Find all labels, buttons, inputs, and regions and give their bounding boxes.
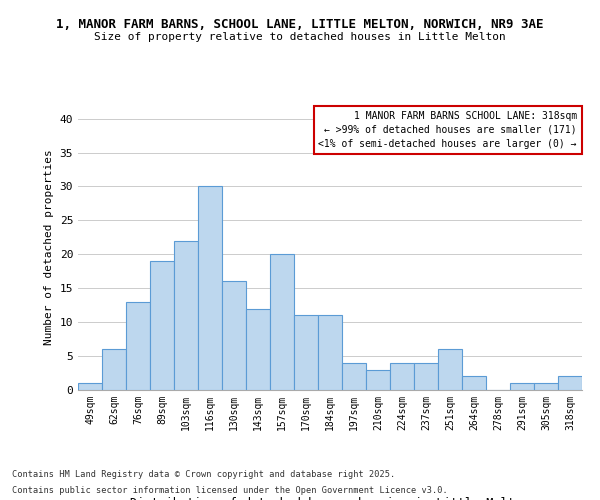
Bar (294, 316, 318, 390)
Text: 1, MANOR FARM BARNS, SCHOOL LANE, LITTLE MELTON, NORWICH, NR9 3AE: 1, MANOR FARM BARNS, SCHOOL LANE, LITTLE… (56, 18, 544, 30)
Text: Size of property relative to detached houses in Little Melton: Size of property relative to detached ho… (94, 32, 506, 42)
Bar (150, 261, 174, 390)
Bar (126, 302, 150, 390)
Bar (198, 186, 222, 390)
Bar (534, 383, 558, 390)
Bar (270, 254, 294, 390)
Bar (222, 282, 246, 390)
Text: Contains public sector information licensed under the Open Government Licence v3: Contains public sector information licen… (12, 486, 448, 495)
Bar (438, 350, 462, 390)
Bar (510, 383, 534, 390)
X-axis label: Distribution of detached houses by size in Little Melton: Distribution of detached houses by size … (131, 497, 530, 500)
Bar (318, 316, 342, 390)
Bar (102, 350, 126, 390)
Y-axis label: Number of detached properties: Number of detached properties (44, 150, 54, 346)
Bar (462, 376, 486, 390)
Bar (558, 376, 582, 390)
Bar (342, 363, 366, 390)
Text: 1 MANOR FARM BARNS SCHOOL LANE: 318sqm
← >99% of detached houses are smaller (17: 1 MANOR FARM BARNS SCHOOL LANE: 318sqm ←… (319, 110, 577, 148)
Bar (390, 363, 414, 390)
Bar (78, 383, 102, 390)
Text: Contains HM Land Registry data © Crown copyright and database right 2025.: Contains HM Land Registry data © Crown c… (12, 470, 395, 479)
Bar (414, 363, 438, 390)
Bar (174, 240, 198, 390)
Bar (366, 370, 390, 390)
Bar (246, 308, 270, 390)
